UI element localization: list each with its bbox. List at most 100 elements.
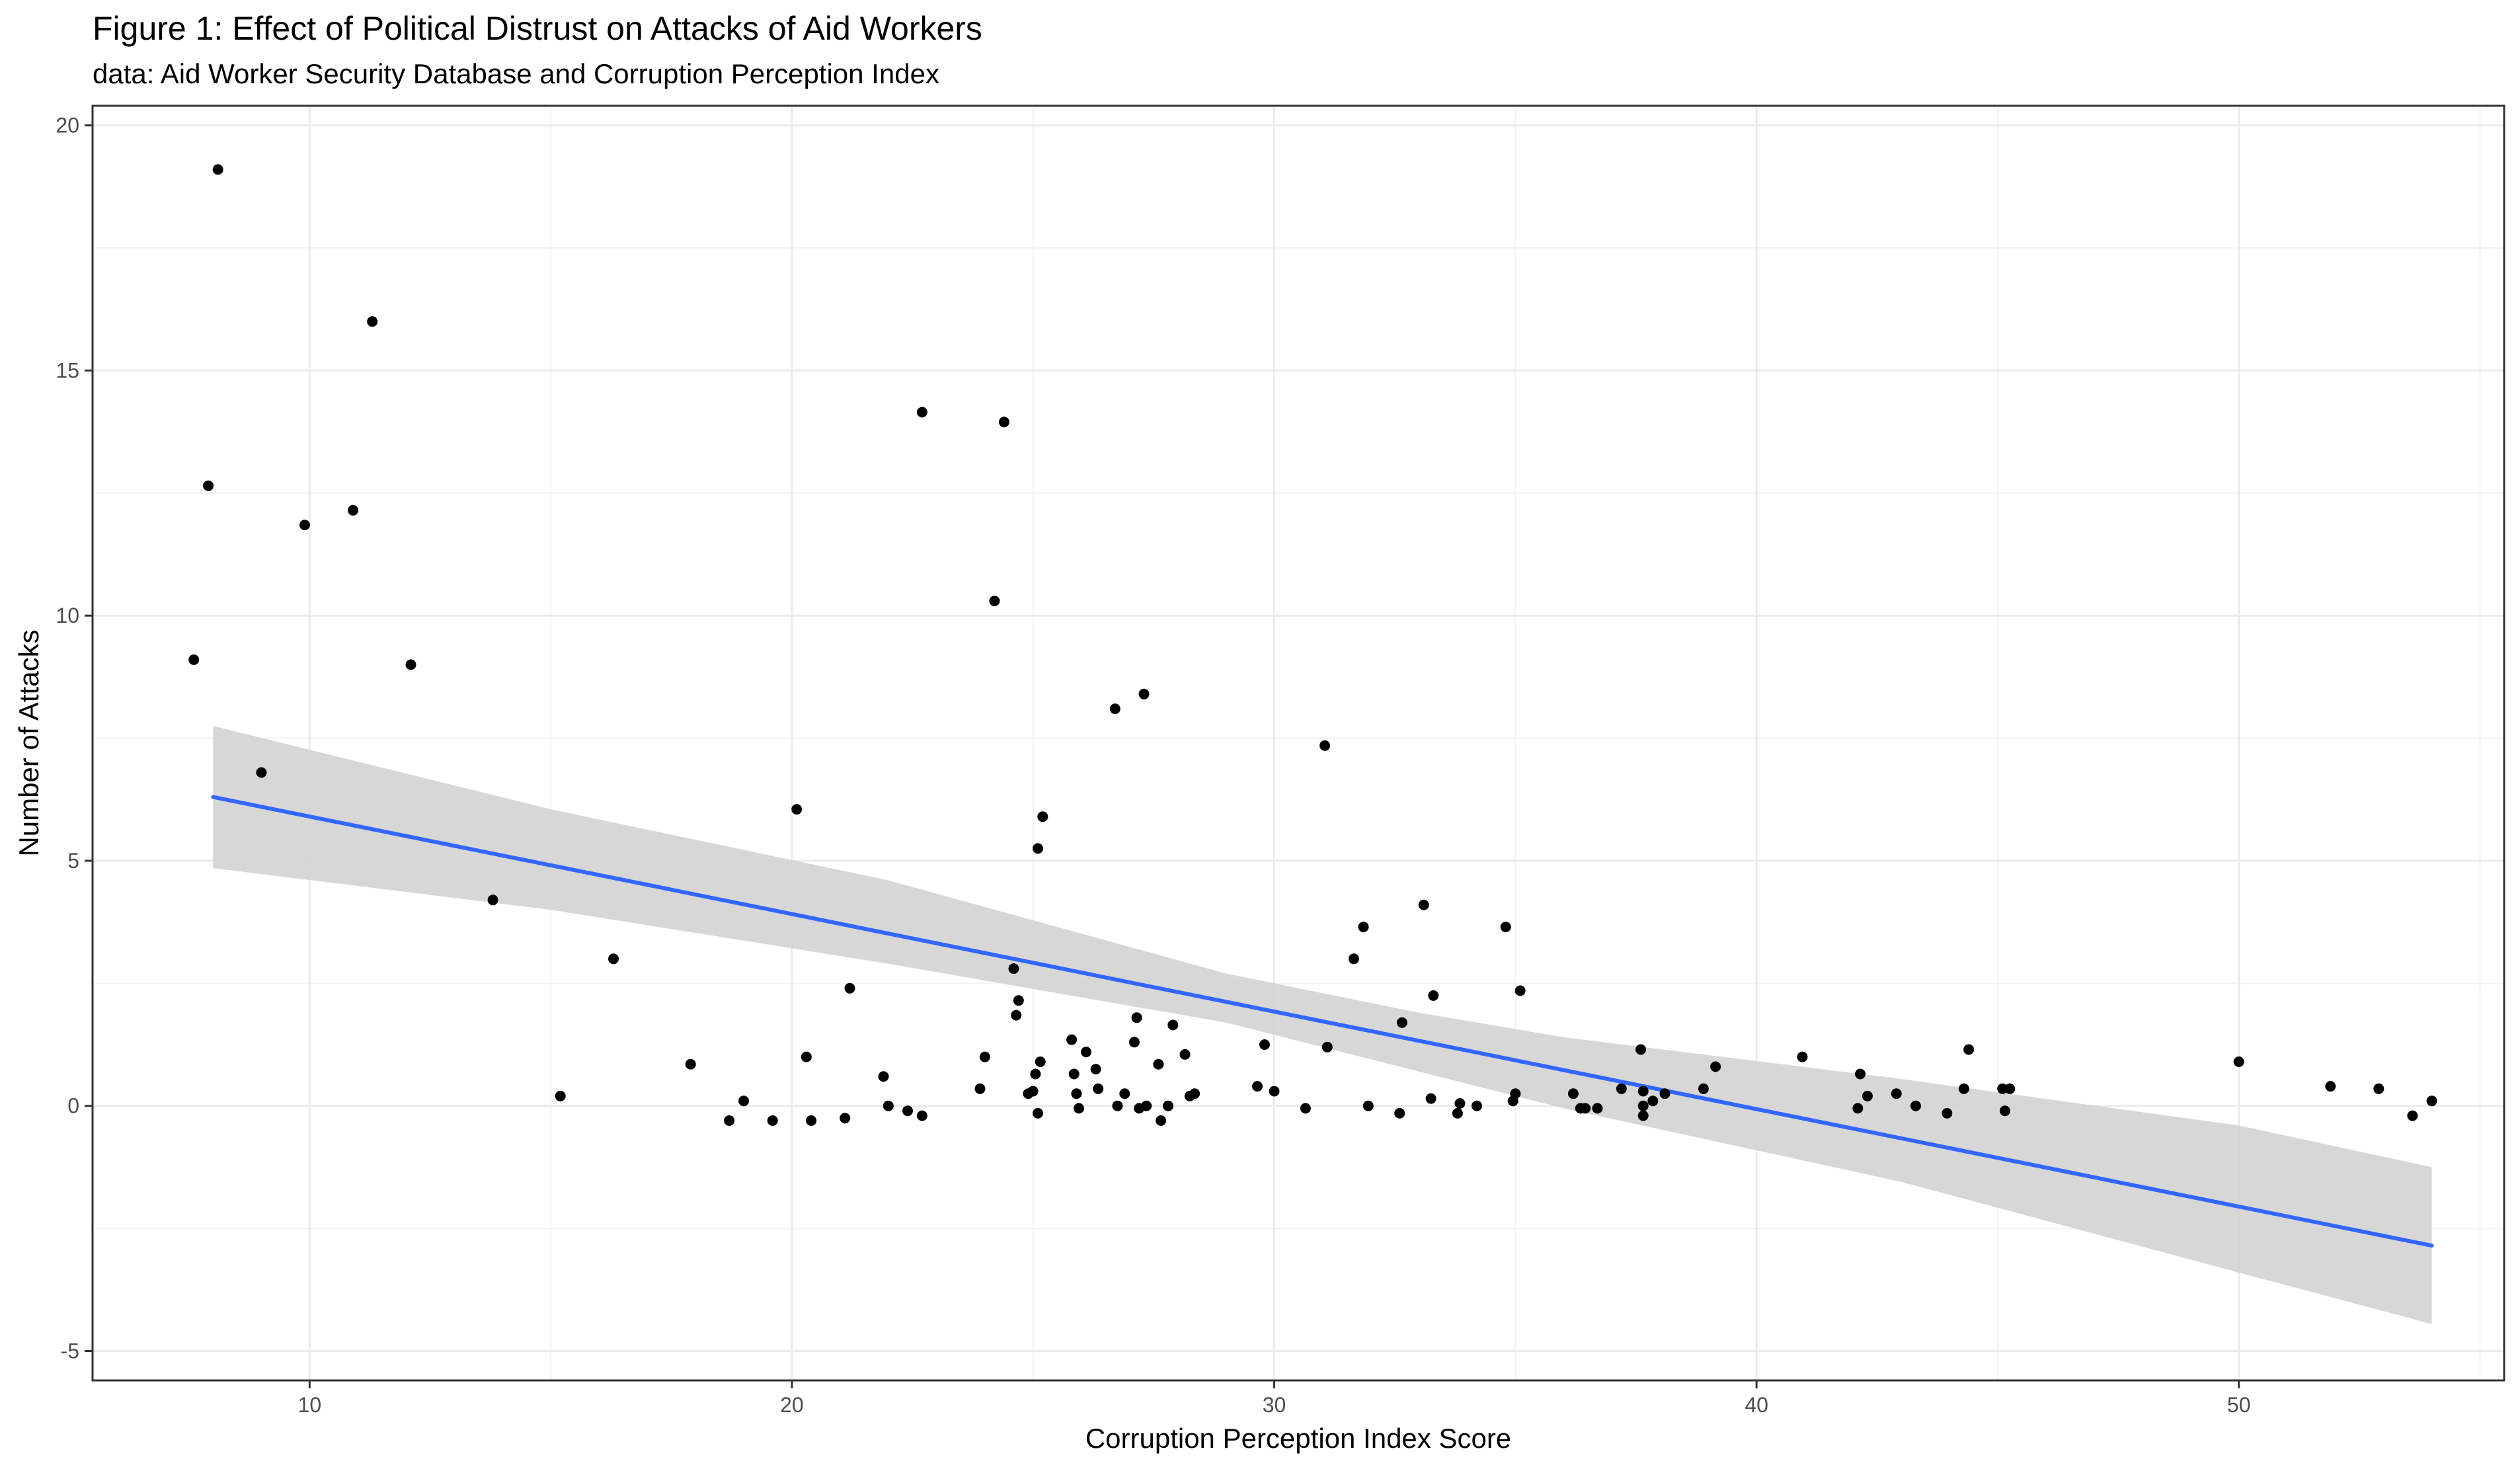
data-point [2233, 1056, 2244, 1067]
data-point [1008, 963, 1019, 974]
data-point [1074, 1103, 1084, 1114]
data-point [1033, 1107, 1043, 1119]
data-point [1037, 811, 1048, 822]
data-point [1189, 1088, 1201, 1099]
data-point [1647, 1095, 1659, 1107]
data-point [256, 767, 267, 778]
data-point [1112, 1100, 1123, 1111]
x-tick-label: 50 [2227, 1393, 2251, 1417]
data-point [203, 480, 214, 491]
data-point [1852, 1103, 1864, 1114]
panel-border [91, 104, 2505, 1382]
data-point [1093, 1083, 1104, 1094]
data-point [1862, 1090, 1873, 1101]
data-point [1141, 1100, 1152, 1111]
data-point [883, 1100, 894, 1111]
y-tick-label: 15 [56, 358, 79, 382]
data-point [1637, 1110, 1649, 1121]
data-point [1580, 1103, 1591, 1114]
data-point [738, 1095, 749, 1107]
data-point [212, 164, 223, 175]
data-point [1942, 1107, 1953, 1119]
data-point [974, 1083, 986, 1094]
data-point [2426, 1095, 2437, 1107]
data-point [608, 953, 619, 965]
data-point [1319, 740, 1331, 751]
data-point [1637, 1086, 1649, 1097]
data-point [979, 1051, 990, 1062]
chart-title: Figure 1: Effect of Political Distrust o… [93, 10, 982, 47]
y-tick-label: 5 [67, 849, 79, 873]
data-point [1592, 1103, 1603, 1114]
data-point [1269, 1086, 1280, 1097]
data-point [1348, 953, 1359, 965]
data-point [1109, 703, 1121, 715]
chart-subtitle: data: Aid Worker Security Database and C… [93, 58, 939, 89]
data-point [1131, 1012, 1142, 1023]
x-axis-title: Corruption Perception Index Score [1085, 1423, 1511, 1454]
data-point [1472, 1100, 1482, 1111]
data-point [487, 895, 498, 906]
data-point [1119, 1088, 1130, 1099]
x-tick-label: 40 [1745, 1393, 1768, 1417]
data-point [1452, 1107, 1463, 1119]
y-tick-label: 10 [56, 604, 79, 627]
data-point [1027, 1086, 1039, 1097]
data-point [1035, 1056, 1046, 1067]
data-point [1635, 1044, 1646, 1055]
data-point [2004, 1083, 2016, 1094]
data-point [1797, 1051, 1808, 1062]
data-point [685, 1058, 696, 1070]
data-point [1066, 1034, 1078, 1045]
data-point [1128, 1037, 1140, 1048]
data-point [1179, 1049, 1191, 1060]
data-point [1515, 985, 1526, 996]
data-point [1396, 1017, 1407, 1028]
x-tick-label: 20 [780, 1393, 804, 1417]
regression-line-layer [211, 795, 2434, 1248]
data-point [1033, 843, 1043, 854]
data-point [1418, 899, 1429, 910]
data-point [1011, 1010, 1022, 1021]
data-points [188, 164, 2437, 1126]
data-point [902, 1105, 913, 1117]
data-point [724, 1115, 735, 1126]
data-point [2407, 1110, 2418, 1121]
data-point [1153, 1058, 1164, 1070]
data-point [1081, 1047, 1091, 1058]
data-point [1090, 1064, 1101, 1075]
data-point [916, 1110, 927, 1121]
data-point [989, 596, 1000, 606]
y-axis-ticks: -5 0 5 10 15 20 [56, 114, 93, 1363]
confidence-band [213, 726, 2432, 1324]
data-point [1030, 1068, 1041, 1080]
data-point [1321, 1041, 1333, 1053]
data-point [916, 407, 927, 418]
data-point [555, 1090, 566, 1101]
data-point [1068, 1068, 1080, 1080]
data-point [840, 1113, 851, 1124]
data-point [1999, 1105, 2010, 1117]
y-tick-label: 0 [67, 1094, 79, 1118]
data-point [878, 1071, 889, 1082]
data-point [1358, 922, 1369, 933]
data-point [1394, 1107, 1405, 1119]
data-point [1510, 1088, 1521, 1099]
data-point [2325, 1081, 2336, 1092]
data-point [801, 1051, 812, 1062]
data-point [1156, 1115, 1167, 1126]
data-point [1963, 1044, 1975, 1055]
data-point [1910, 1100, 1921, 1111]
data-point [1454, 1098, 1466, 1109]
y-tick-label: -5 [61, 1339, 79, 1363]
data-point [1659, 1088, 1671, 1099]
data-point [1252, 1081, 1263, 1092]
data-point [791, 804, 803, 815]
data-point [1167, 1019, 1179, 1031]
x-axis-ticks: 10 20 30 40 50 [298, 1380, 2251, 1417]
y-axis-title: Number of Attacks [13, 629, 44, 856]
data-point [998, 417, 1009, 428]
x-tick-label: 30 [1263, 1393, 1286, 1417]
data-point [767, 1115, 778, 1126]
